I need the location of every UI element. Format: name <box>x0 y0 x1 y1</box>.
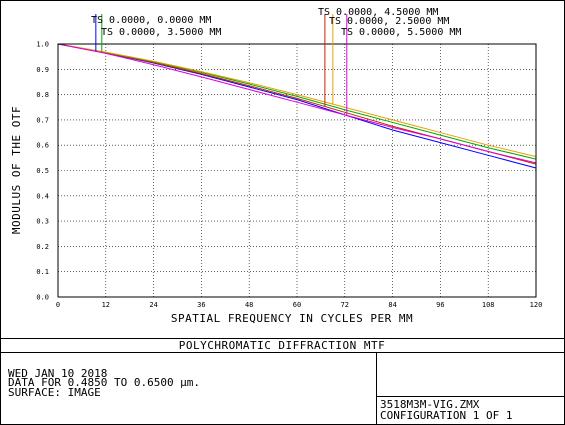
plot-border <box>57 43 537 298</box>
y-axis-title: MODULUS OF THE OTF <box>10 106 23 234</box>
y-tick-label: 1.0 <box>36 41 49 49</box>
x-tick-label: 84 <box>388 301 396 309</box>
legend-markers <box>95 14 348 116</box>
y-tick-label: 0.8 <box>36 91 49 99</box>
footer-date: WED JAN 10 2018 <box>8 367 107 380</box>
x-axis-title: SPATIAL FREQUENCY IN CYCLES PER MM <box>171 312 413 325</box>
x-tick-label: 60 <box>293 301 301 309</box>
tick-labels: 0 12 24 36 48 60 72 84 96 108 120 0.0 0.1 0.2 0.3 0.4 0.… <box>36 41 542 310</box>
x-tick-label: 24 <box>149 301 157 309</box>
x-tick-label: 96 <box>436 301 444 309</box>
x-tick-label: 48 <box>245 301 253 309</box>
y-tick-label: 0.6 <box>36 142 49 150</box>
legend-label: TS 0.0000, 0.0000 MM <box>91 15 211 26</box>
footer-configuration: CONFIGURATION 1 OF 1 <box>380 409 512 422</box>
series-line <box>57 43 537 164</box>
x-tick-label: 36 <box>197 301 205 309</box>
footer-surface: SURFACE: IMAGE <box>8 386 101 399</box>
y-tick-label: 0.4 <box>36 192 49 200</box>
x-tick-label: 72 <box>341 301 349 309</box>
grid <box>57 43 537 298</box>
y-tick-label: 0.0 <box>36 294 49 302</box>
series-lines <box>57 43 537 169</box>
y-tick-label: 0.1 <box>36 268 49 276</box>
series-line <box>57 43 537 158</box>
footer-filename: 3518M3M-VIG.ZMX <box>380 398 480 411</box>
footer-data-range: DATA FOR 0.4850 TO 0.6500 µm. <box>8 376 200 389</box>
y-tick-label: 0.9 <box>36 66 49 74</box>
x-tick-label: 120 <box>530 301 543 309</box>
y-tick-label: 0.5 <box>36 167 49 175</box>
chart-title: POLYCHROMATIC DIFFRACTION MTF <box>179 339 386 352</box>
y-tick-label: 0.2 <box>36 243 49 251</box>
legend-label: TS 0.0000, 3.5000 MM <box>101 27 221 38</box>
x-tick-label: 12 <box>102 301 110 309</box>
legend-label: TS 0.0000, 4.5000 MM <box>318 7 438 18</box>
legend-label: TS 0.0000, 5.5000 MM <box>341 27 461 38</box>
y-tick-label: 0.3 <box>36 218 49 226</box>
x-tick-label: 0 <box>56 301 60 309</box>
legend-label: TS 0.0000, 2.5000 MM <box>329 16 449 27</box>
x-tick-label: 108 <box>482 301 495 309</box>
y-tick-label: 0.7 <box>36 116 49 124</box>
